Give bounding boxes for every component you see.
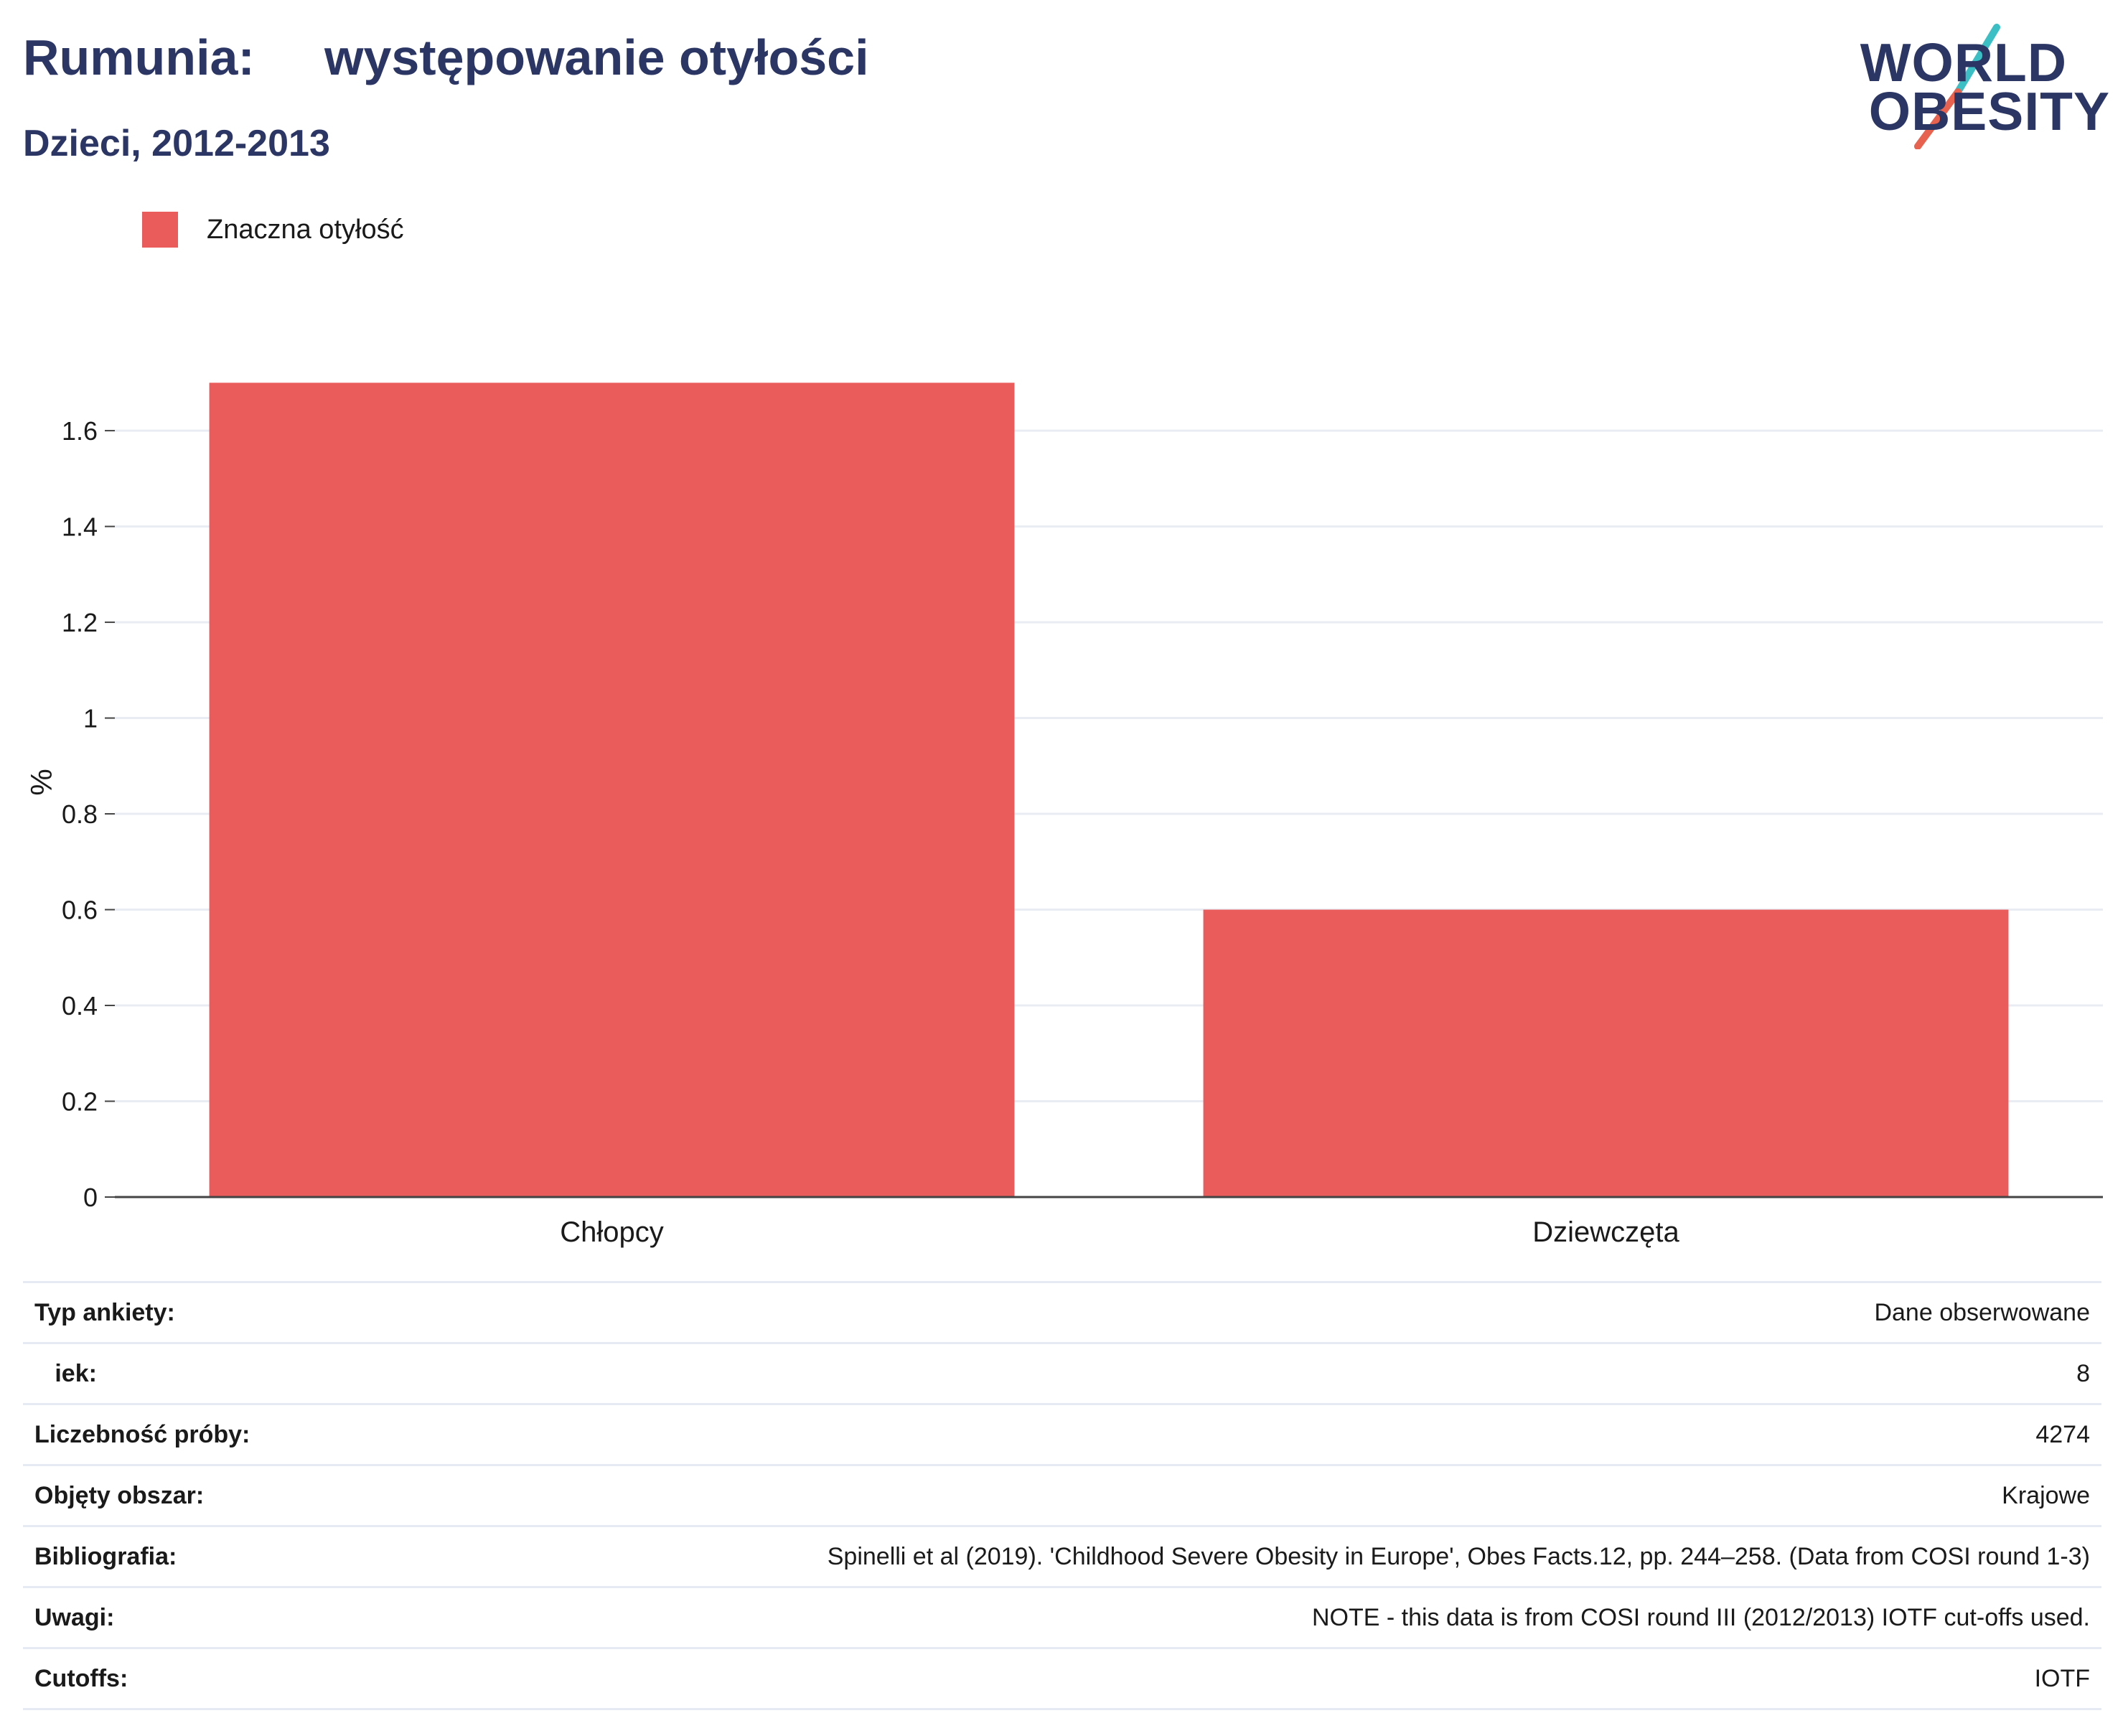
info-value: NOTE - this data is from COSI round III … [348, 1586, 2101, 1649]
axes: 0 0.2 0.4 0.6 0.8 1 1.2 1.4 1.6 Chłopcy Dziewczęta… [24, 416, 2103, 1248]
bar-dziewczeta [1203, 909, 2009, 1197]
info-row: iek: 8 [23, 1342, 2101, 1405]
legend-swatch [142, 212, 178, 248]
info-row: Cutoffs: IOTF [23, 1647, 2101, 1710]
legend-label: Znaczna otyłość [207, 214, 404, 245]
info-key: Liczebność próby: [23, 1403, 349, 1466]
info-value: 8 [348, 1342, 2101, 1405]
info-key: Objęty obszar: [23, 1464, 349, 1527]
info-value: Dane obserwowane [348, 1281, 2101, 1344]
info-row: Liczebność próby: 4274 [23, 1403, 2101, 1466]
logo-word-world: WORLD [1860, 32, 2067, 93]
info-row: Typ ankiety: Dane obserwowane [23, 1281, 2101, 1344]
bar-chart: 0 0.2 0.4 0.6 0.8 1 1.2 1.4 1.6 Chłopcy Dziewczęta… [24, 383, 2103, 1248]
info-value: Spinelli et al (2019). 'Childhood Severe… [348, 1525, 2101, 1588]
info-row: Bibliografia: Spinelli et al (2019). 'Chi… [23, 1525, 2101, 1588]
world-obesity-logo: WORLD OBESITY [1860, 20, 2110, 149]
info-value: 4274 [348, 1403, 2101, 1466]
logo-slash-coral [1914, 88, 1962, 149]
y-tick-label: 1 [83, 704, 98, 733]
info-key: iek: [23, 1342, 349, 1405]
info-value: Krajowe [348, 1464, 2101, 1527]
y-tick-label: 1.2 [62, 608, 98, 637]
y-tick-label: 0.2 [62, 1087, 98, 1117]
bar-chlopcy [209, 383, 1015, 1197]
info-table: Typ ankiety: Dane obserwowane iek: 8 Liczeb… [23, 1281, 2101, 1710]
bars [209, 383, 2009, 1197]
y-tick-label: 1.4 [62, 512, 98, 542]
y-tick-label: 0.4 [62, 991, 98, 1021]
chart-title: Rumunia: występowanie otyłości [23, 29, 869, 85]
chart-subtitle: Dzieci, 2012-2013 [23, 123, 330, 164]
info-key: Bibliografia: [23, 1525, 349, 1588]
y-tick-label: 0.6 [62, 896, 98, 925]
info-key: Uwagi: [23, 1586, 349, 1649]
info-key: Cutoffs: [23, 1647, 349, 1710]
logo-word-obesity: OBESITY [1868, 81, 2110, 141]
chart-legend: Znaczna otyłość [142, 212, 404, 248]
logo-slash-icon [1914, 24, 2000, 149]
x-tick-label: Chłopcy [560, 1216, 664, 1248]
x-tick-label: Dziewczęta [1532, 1216, 1679, 1248]
info-key: Typ ankiety: [23, 1281, 349, 1344]
logo-slash-teal [1954, 24, 2000, 95]
info-row: Objęty obszar: Krajowe [23, 1464, 2101, 1527]
info-value: IOTF [348, 1647, 2101, 1710]
y-tick-label: 0 [83, 1183, 98, 1212]
y-tick-label: 0.8 [62, 799, 98, 829]
y-axis-label: % [24, 769, 58, 795]
info-row: Uwagi: NOTE - this data is from COSI roun… [23, 1586, 2101, 1649]
y-tick-label: 1.6 [62, 416, 98, 446]
